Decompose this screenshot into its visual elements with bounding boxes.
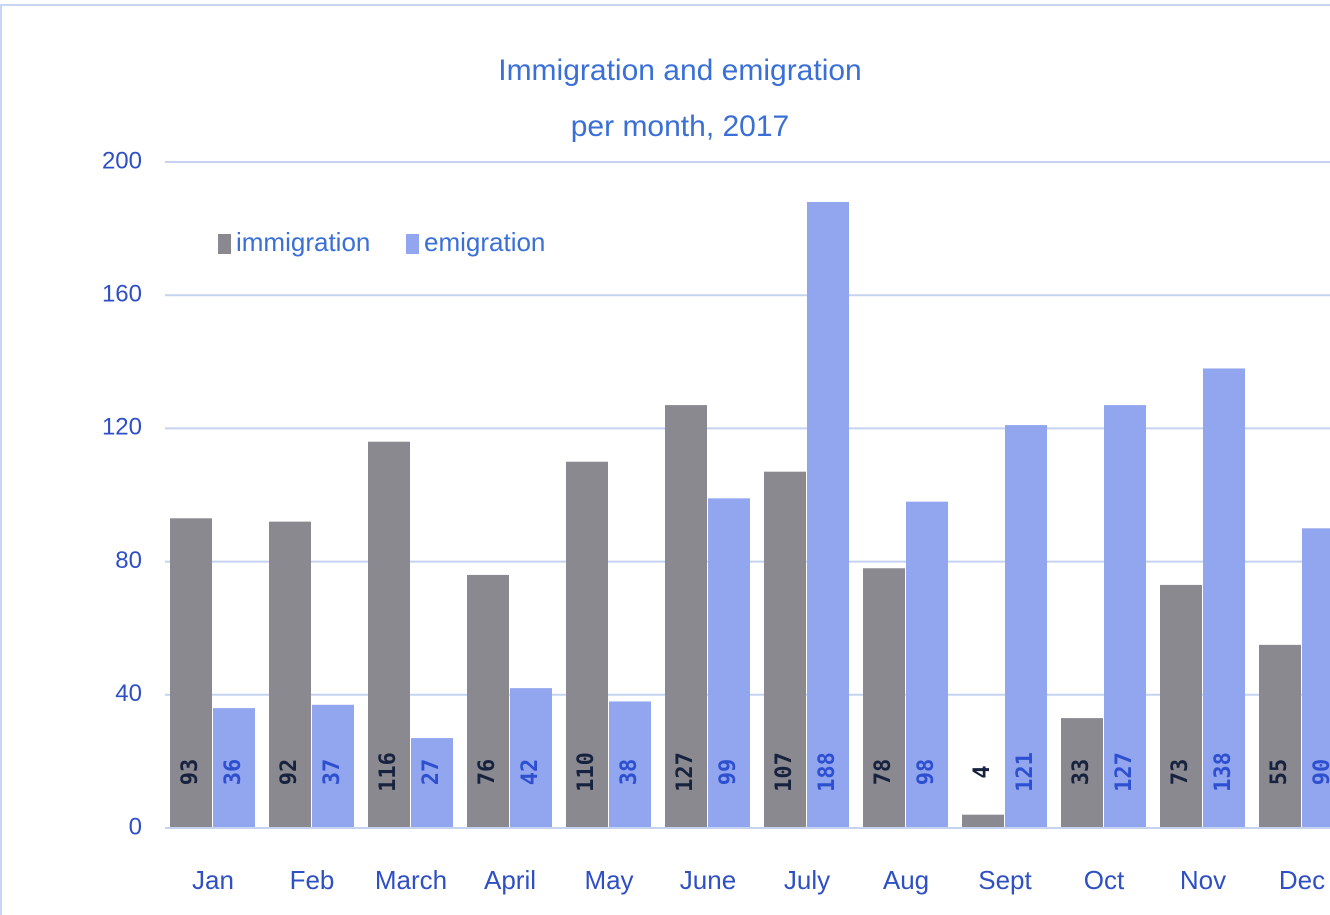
bar [312, 704, 354, 828]
x-tick-label: July [784, 865, 830, 895]
data-label: 78 [871, 759, 896, 786]
chart-title: Immigration and emigration [498, 54, 862, 87]
y-tick-label: 120 [102, 414, 142, 441]
legend-swatch [406, 234, 419, 254]
bar [269, 521, 311, 828]
data-label: 93 [178, 759, 203, 786]
bar [1203, 368, 1245, 828]
bar [368, 441, 410, 828]
bar [510, 688, 552, 828]
x-tick-label: Sept [978, 865, 1032, 895]
bar [906, 501, 948, 828]
bar [764, 471, 806, 828]
bar [170, 518, 212, 828]
data-label: 92 [277, 759, 302, 786]
data-label: 90 [1310, 759, 1330, 786]
data-label: 37 [320, 759, 345, 786]
x-tick-label: April [484, 865, 536, 895]
x-tick-label: Nov [1180, 865, 1226, 895]
bar [863, 568, 905, 828]
data-label: 42 [518, 759, 543, 786]
bar [1104, 405, 1146, 828]
data-label: 127 [1112, 752, 1137, 792]
x-tick-label: Oct [1084, 865, 1125, 895]
legend-swatch [218, 234, 231, 254]
bar [1005, 425, 1047, 828]
bar [566, 461, 608, 828]
x-tick-label: Aug [883, 865, 929, 895]
x-tick-label: May [584, 865, 633, 895]
data-label: 73 [1168, 759, 1193, 786]
x-tick-label: Feb [290, 865, 335, 895]
data-label: 33 [1069, 759, 1094, 786]
data-label: 55 [1267, 759, 1292, 786]
chart-title: per month, 2017 [571, 110, 789, 143]
data-label: 27 [419, 759, 444, 786]
data-label: 110 [574, 752, 599, 792]
bar [609, 701, 651, 828]
data-label: 98 [914, 759, 939, 786]
x-tick-label: Jan [192, 865, 234, 895]
data-label: 36 [221, 759, 246, 786]
legend: immigration emigration [218, 227, 545, 257]
bar [467, 574, 509, 828]
bar [1160, 584, 1202, 828]
data-label: 76 [475, 759, 500, 786]
bar [213, 708, 255, 828]
bar [708, 498, 750, 828]
y-tick-label: 80 [115, 547, 142, 574]
y-tick-label: 0 [129, 813, 142, 840]
x-tick-label: Dec [1279, 865, 1325, 895]
legend-label: immigration [236, 227, 370, 257]
data-label: 121 [1013, 752, 1038, 792]
bar [411, 738, 453, 828]
data-label: 138 [1211, 752, 1236, 792]
data-label: 188 [815, 752, 840, 792]
data-label: 107 [772, 752, 797, 792]
y-tick-label: 40 [115, 680, 142, 707]
data-label: 116 [376, 752, 401, 792]
data-label: 99 [716, 759, 741, 786]
y-tick-label: 160 [102, 281, 142, 308]
bar [962, 814, 1004, 828]
bar [665, 405, 707, 828]
bar [1061, 718, 1103, 828]
x-tick-label: March [375, 865, 447, 895]
data-label: 127 [673, 752, 698, 792]
data-label: 38 [617, 759, 642, 786]
legend-label: emigration [424, 227, 545, 257]
bar [1302, 528, 1330, 828]
bar [1259, 644, 1301, 828]
data-label: 4 [970, 765, 995, 778]
x-tick-label: June [680, 865, 736, 895]
bar [807, 201, 849, 828]
y-tick-label: 200 [102, 147, 142, 174]
